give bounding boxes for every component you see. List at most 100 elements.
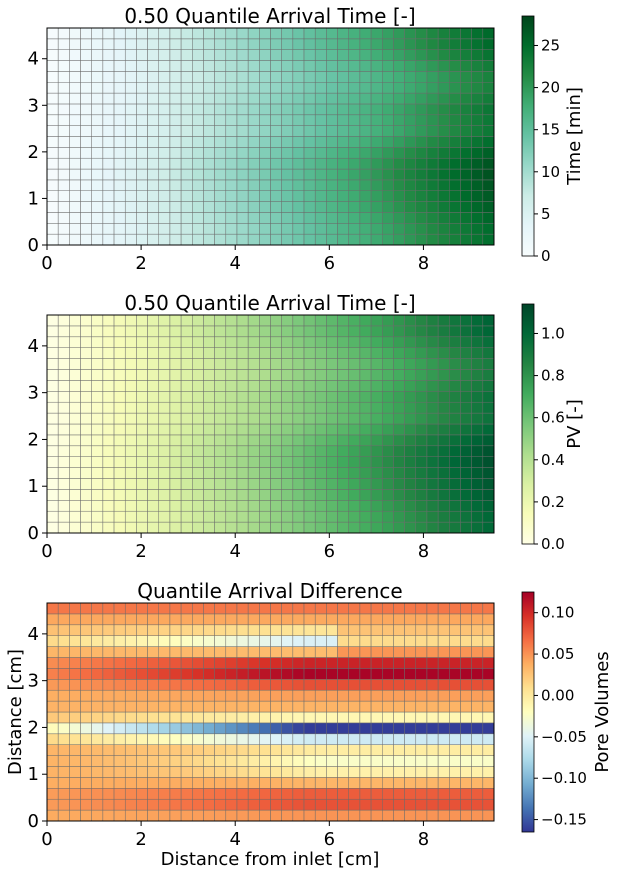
heatmap-cell [449,125,461,137]
heatmap-cell [303,700,316,713]
heatmap-cell [281,733,294,745]
heatmap-cell [214,190,227,202]
heatmap-cell [460,646,472,658]
heatmap-cell [225,71,238,83]
heatmap-cell [404,114,417,126]
heatmap-cell [270,521,282,534]
heatmap-cell [281,521,294,534]
heatmap-cell [69,190,81,202]
heatmap-cell [270,602,282,615]
heatmap-cell [393,755,405,767]
heatmap-cell [124,722,137,735]
heatmap-cell [147,114,160,126]
x-tick-label: 6 [324,829,335,850]
heatmap-cell [348,744,361,756]
heatmap-cell [136,358,148,370]
heatmap-cell [225,777,238,789]
heatmap-cell [136,38,148,50]
heatmap-cell [314,467,327,479]
heatmap-cell [225,423,238,436]
heatmap-cell [348,125,361,137]
heatmap-cell [270,668,282,680]
heatmap-cell [393,434,405,447]
heatmap-cell [415,456,428,468]
heatmap-cell [314,125,327,137]
heatmap-cell [303,809,316,822]
heatmap-cell [214,168,227,181]
heatmap-cell [169,314,182,327]
heatmap-cell [471,114,484,126]
heatmap-cell [69,777,81,789]
heatmap-cell [113,711,126,724]
heatmap-cell [303,635,316,647]
heatmap-cell [437,744,450,756]
heatmap-cell [236,71,249,83]
heatmap-cell [314,635,327,647]
heatmap-cell [259,467,271,479]
heatmap-cell [404,147,417,159]
heatmap-cell [102,168,115,181]
heatmap-cell [214,434,227,447]
heatmap-cell [449,635,461,647]
heatmap-cell [180,602,193,615]
heatmap-cell [247,602,260,615]
heatmap-cell [124,613,137,626]
heatmap-cell [80,114,92,126]
heatmap-cell [180,49,193,61]
heatmap-cell [147,125,160,137]
heatmap-cell [225,103,238,116]
heatmap-cell [69,369,81,381]
heatmap-cell [314,445,327,457]
heatmap-cell [415,510,428,523]
heatmap-cell [169,412,182,425]
heatmap-cell [270,613,282,626]
heatmap-cell [303,467,316,479]
heatmap-cell [303,201,316,213]
heatmap-cell [169,168,182,181]
heatmap-cell [169,657,182,669]
heatmap-cell [314,380,327,392]
heatmap-cell [46,434,59,447]
heatmap-cell [460,798,472,811]
heatmap-cell [102,777,115,789]
heatmap-cell [415,82,428,94]
heatmap-cell [449,423,461,436]
heatmap-cell [471,125,484,137]
y-tick-label: 0 [28,811,39,832]
heatmap-cell [370,391,383,403]
x-tick-label: 6 [324,541,335,562]
heatmap-cell [91,201,104,213]
heatmap-cell [404,71,417,83]
heatmap-cell [214,92,227,105]
heatmap-cell [203,60,215,72]
heatmap-cell [158,201,171,213]
heatmap-cell [203,82,215,94]
heatmap-cell [259,168,271,181]
heatmap-cell [471,521,484,534]
heatmap-cell [460,613,472,626]
heatmap-cell [113,325,126,338]
heatmap-cell [370,136,383,148]
heatmap-cell [124,744,137,756]
heatmap-cell [113,809,126,822]
heatmap-cell [57,423,70,436]
heatmap-cell [404,809,417,822]
heatmap-cell [382,602,394,615]
heatmap-cell [136,679,148,691]
heatmap-cell [281,369,294,381]
heatmap-cell [314,179,327,191]
heatmap-cell [91,657,104,669]
heatmap-cell [415,49,428,61]
heatmap-cell [314,733,327,745]
heatmap-cell [69,722,81,735]
heatmap-cell [415,347,428,359]
heatmap-cell [136,456,148,468]
heatmap-cell [393,445,405,457]
heatmap-cell [303,71,316,83]
heatmap-cell [359,125,372,137]
x-tick-label: 2 [135,253,146,274]
heatmap-cell [326,434,338,447]
heatmap-cell [169,489,182,501]
heatmap-cell [158,325,171,338]
heatmap-cell [303,147,316,159]
